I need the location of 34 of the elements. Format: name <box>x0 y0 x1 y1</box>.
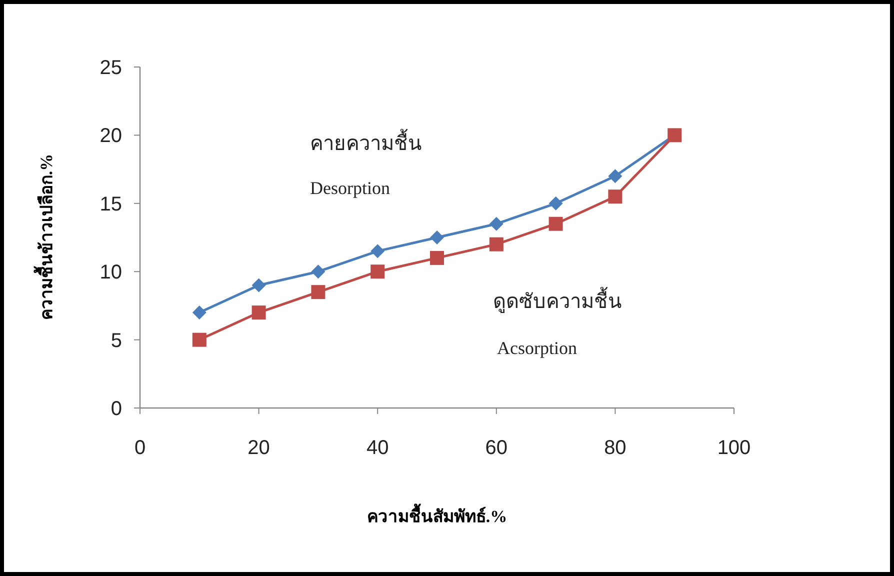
y-axis-title: ความชื้นข้าวเปลือก.% <box>33 154 56 320</box>
annotation: Desorption <box>310 178 390 198</box>
x-tick-label: 100 <box>717 437 751 459</box>
x-axis-title: ความชื้นสัมพัทธ์.% <box>366 503 508 526</box>
x-tick-label: 80 <box>604 437 626 459</box>
x-tick-label: 60 <box>485 437 508 459</box>
point <box>192 332 206 347</box>
point <box>311 285 326 300</box>
annotation: คายความชื้น <box>310 129 422 155</box>
annotation: Acsorption <box>497 338 577 358</box>
point <box>548 216 563 231</box>
y-tick-label: 15 <box>100 193 122 216</box>
point <box>489 216 504 231</box>
y-tick-label: 20 <box>100 125 122 148</box>
point <box>548 196 563 210</box>
y-tick-label: 5 <box>110 330 122 352</box>
point <box>252 278 266 292</box>
x-tick-label: 20 <box>248 437 270 459</box>
point <box>430 230 444 244</box>
annotation: ดูดซับความชื้น <box>493 287 622 314</box>
y-tick-label: 0 <box>110 398 122 420</box>
y-tick-label: 10 <box>100 262 122 284</box>
point <box>252 306 266 320</box>
point <box>489 237 504 252</box>
point <box>608 169 622 184</box>
y-tick-label: 25 <box>100 57 122 79</box>
point <box>311 264 326 279</box>
point <box>430 250 444 265</box>
point <box>370 264 385 279</box>
x-tick-label: 0 <box>134 437 146 459</box>
point <box>608 190 622 204</box>
x-tick-label: 40 <box>366 437 389 459</box>
point <box>192 306 206 320</box>
point <box>370 244 385 258</box>
